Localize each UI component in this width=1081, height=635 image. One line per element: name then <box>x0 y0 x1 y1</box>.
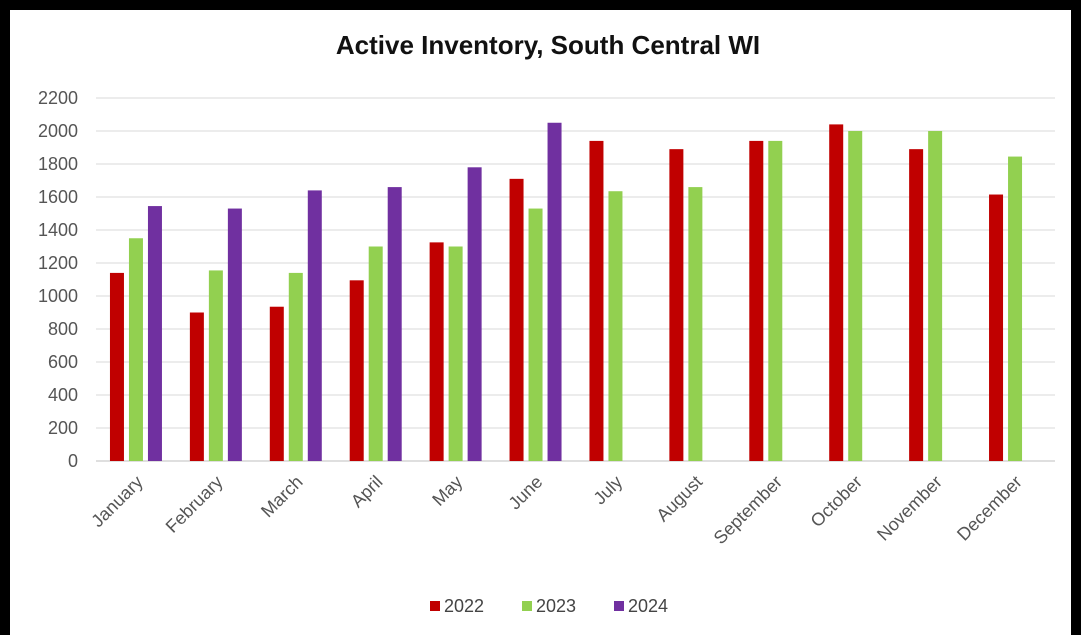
y-tick-label: 1200 <box>38 253 78 273</box>
bar-2023-july <box>608 191 623 461</box>
bar-2023-march <box>288 272 303 461</box>
bar-2022-september <box>749 140 764 461</box>
gridlines <box>96 97 1055 462</box>
x-tick-label: June <box>505 472 547 514</box>
bar-2022-april <box>349 280 364 461</box>
bar-2022-december <box>989 194 1004 461</box>
x-tick-label: October <box>807 472 866 531</box>
bar-2022-may <box>429 242 444 461</box>
bar-2022-february <box>189 312 204 461</box>
bar-2023-september <box>768 140 783 461</box>
y-tick-label: 400 <box>48 385 78 405</box>
y-tick-label: 1000 <box>38 286 78 306</box>
x-tick-label: March <box>257 472 307 522</box>
chart-frame: Active Inventory, South Central WI 0 200 4… <box>10 10 1071 635</box>
y-tick-label: 1600 <box>38 187 78 207</box>
bar-2023-october <box>848 131 863 461</box>
bar-2024-february <box>227 208 242 461</box>
x-tick-label: August <box>652 472 706 526</box>
chart-title: Active Inventory, South Central WI <box>336 30 760 60</box>
x-axis: January February March April May June July Augu… <box>87 472 1026 548</box>
bar-2022-march <box>269 306 284 461</box>
x-tick-label: December <box>953 472 1026 545</box>
y-tick-label: 800 <box>48 319 78 339</box>
y-tick-label: 0 <box>68 451 78 471</box>
x-tick-label: September <box>710 472 786 548</box>
bar-2023-may <box>448 246 463 461</box>
legend-swatch-2023 <box>522 601 532 611</box>
y-tick-label: 1800 <box>38 154 78 174</box>
bars <box>109 122 1023 462</box>
bar-2023-february <box>208 270 223 461</box>
bar-2022-august <box>669 149 684 461</box>
bar-2023-august <box>688 187 703 461</box>
legend-label-2022: 2022 <box>444 596 484 616</box>
bar-2024-may <box>467 167 482 462</box>
legend-label-2023: 2023 <box>536 596 576 616</box>
y-tick-label: 600 <box>48 352 78 372</box>
bar-2022-october <box>829 124 844 462</box>
legend: 2022 2023 2024 <box>430 596 668 616</box>
x-tick-label: April <box>347 472 387 512</box>
bar-2023-june <box>528 208 543 461</box>
bar-2023-november <box>928 131 943 461</box>
bar-2024-january <box>147 206 162 461</box>
bar-2024-june <box>547 122 562 461</box>
y-tick-label: 1400 <box>38 220 78 240</box>
bar-2022-july <box>589 140 604 461</box>
x-tick-label: February <box>162 472 227 537</box>
legend-label-2024: 2024 <box>628 596 668 616</box>
bar-2022-january <box>109 272 124 461</box>
x-tick-label: January <box>87 472 146 531</box>
bar-chart: Active Inventory, South Central WI 0 200 4… <box>38 30 1055 616</box>
bar-2022-november <box>909 149 924 461</box>
x-tick-label: July <box>590 472 627 509</box>
bar-2023-january <box>128 238 143 461</box>
x-tick-label: November <box>873 472 946 545</box>
bar-2023-december <box>1008 156 1023 461</box>
legend-swatch-2024 <box>614 601 624 611</box>
x-tick-label: May <box>428 472 466 510</box>
y-axis: 0 200 400 600 800 1000 1200 1400 1600 1800 2000 220… <box>38 88 78 471</box>
legend-swatch-2022 <box>430 601 440 611</box>
bar-2024-march <box>307 190 322 461</box>
y-tick-label: 200 <box>48 418 78 438</box>
bar-2024-april <box>387 187 402 461</box>
bar-2022-june <box>509 178 524 461</box>
y-tick-label: 2000 <box>38 121 78 141</box>
bar-2023-april <box>368 246 383 461</box>
y-tick-label: 2200 <box>38 88 78 108</box>
